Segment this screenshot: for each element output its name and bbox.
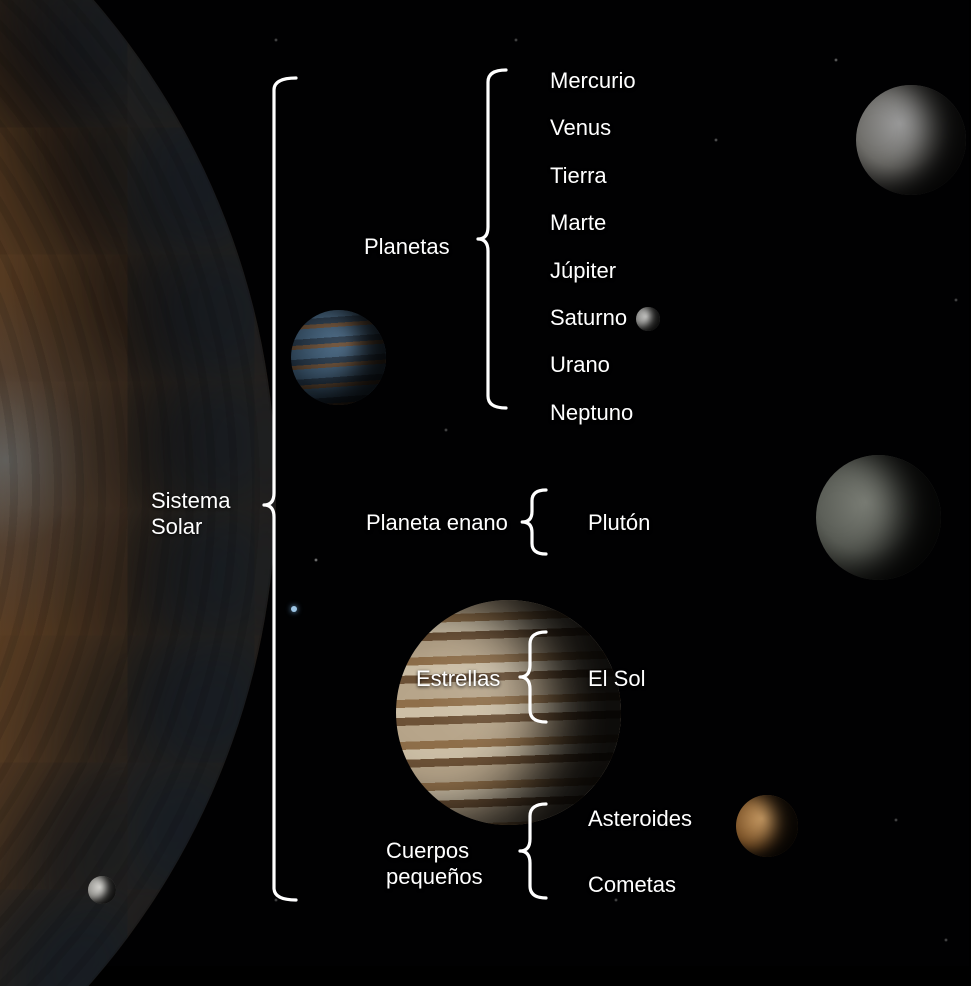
small-bodies-list: Asteroides Cometas bbox=[588, 806, 692, 899]
category-label-planets: Planetas bbox=[364, 234, 450, 260]
category-label-dwarf: Planeta enano bbox=[366, 510, 508, 536]
list-item: Cometas bbox=[588, 872, 692, 898]
diagram-frame: Sistema Solar Planetas Planeta enano Est… bbox=[0, 0, 971, 986]
small-bodies-line2: pequeños bbox=[386, 864, 483, 889]
planet-icon bbox=[736, 795, 798, 857]
planet-list: Mercurio Venus Tierra Marte Júpiter Saturno Ur… bbox=[550, 68, 636, 426]
category-label-small-bodies: Cuerpos pequeños bbox=[386, 838, 483, 891]
dwarf-planet-list: Plutón bbox=[588, 510, 650, 536]
list-item: Venus bbox=[550, 115, 636, 141]
list-item: Júpiter bbox=[550, 258, 636, 284]
planet-icon bbox=[396, 600, 621, 825]
planet-icon bbox=[291, 310, 386, 405]
moon-icon bbox=[88, 876, 116, 904]
list-item: Asteroides bbox=[588, 806, 692, 832]
list-item: Mercurio bbox=[550, 68, 636, 94]
planet-icon bbox=[856, 85, 966, 195]
list-item: Neptuno bbox=[550, 400, 636, 426]
list-item: El Sol bbox=[588, 666, 645, 692]
category-label-stars: Estrellas bbox=[416, 666, 500, 692]
list-item: Tierra bbox=[550, 163, 636, 189]
root-label: Sistema Solar bbox=[151, 488, 230, 541]
planet-icon bbox=[816, 455, 941, 580]
list-item: Urano bbox=[550, 352, 636, 378]
root-label-line2: Solar bbox=[151, 514, 202, 539]
list-item: Saturno bbox=[550, 305, 636, 331]
list-item: Plutón bbox=[588, 510, 650, 536]
star-list: El Sol bbox=[588, 666, 645, 692]
list-item: Marte bbox=[550, 210, 636, 236]
root-label-line1: Sistema bbox=[151, 488, 230, 513]
star-point-icon bbox=[291, 606, 297, 612]
small-bodies-line1: Cuerpos bbox=[386, 838, 469, 863]
moon-icon bbox=[636, 307, 660, 331]
